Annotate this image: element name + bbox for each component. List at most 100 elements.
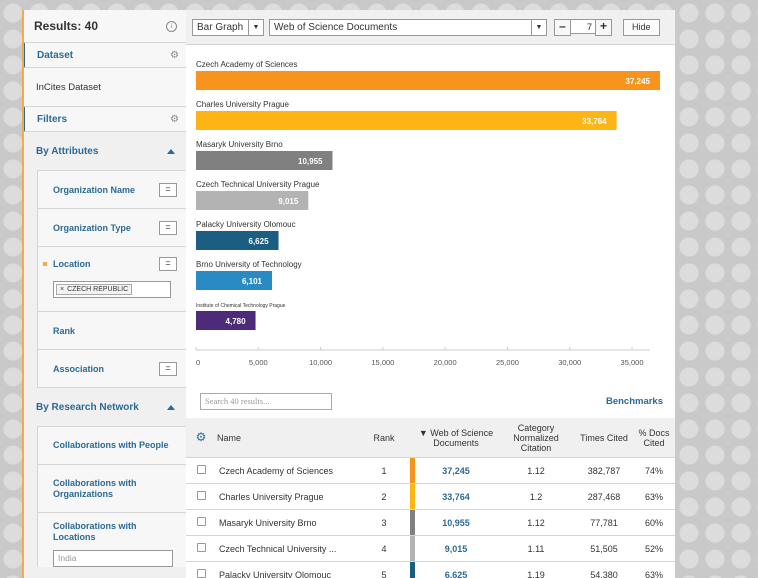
row-color-swatch: [410, 561, 415, 578]
collab-organizations[interactable]: Collaborations with Organizations: [38, 465, 187, 513]
row-checkbox[interactable]: [196, 491, 206, 500]
equals-button[interactable]: =: [159, 220, 177, 235]
network-list: Collaborations with People Collaboration…: [37, 426, 187, 567]
col-wos-docs-header[interactable]: ▼ Web of Science Documents: [415, 418, 497, 458]
row-name[interactable]: Czech Academy of Sciences: [216, 457, 358, 484]
bar[interactable]: [196, 311, 256, 330]
table-row[interactable]: Palacky University Olomouc 5 6,625 1.19 54,3…: [186, 561, 675, 578]
hide-button[interactable]: Hide: [623, 18, 660, 36]
collab-people[interactable]: Collaborations with People: [38, 427, 187, 465]
location-tag[interactable]: × CZECH REPUBLIC: [56, 284, 133, 295]
chart-type-select[interactable]: Bar Graph ▼: [192, 18, 264, 36]
table-row[interactable]: Czech Academy of Sciences 1 37,245 1.12 382,…: [186, 457, 675, 484]
row-checkbox-cell: [186, 535, 216, 562]
filters-gear-icon[interactable]: ⚙: [170, 113, 179, 125]
remove-tag-icon[interactable]: ×: [60, 286, 65, 293]
results-count: Results: 40: [34, 19, 99, 33]
search-input[interactable]: Search 40 results...: [200, 392, 332, 410]
stepper-value[interactable]: 7: [571, 18, 595, 34]
bar-category-label: Charles University Prague: [196, 100, 289, 109]
row-wos-docs[interactable]: 33,764: [415, 483, 497, 510]
dataset-value[interactable]: InCites Dataset: [24, 68, 187, 107]
by-attributes-header[interactable]: By Attributes: [24, 132, 187, 170]
row-rank: 1: [358, 457, 410, 484]
bar-value-label: 33,764: [582, 117, 607, 126]
col-name-header[interactable]: Name: [216, 418, 358, 458]
bar-chart: Czech Academy of Sciences 37,245 Charles U…: [186, 55, 675, 375]
location-input[interactable]: × CZECH REPUBLIC: [53, 281, 171, 298]
col-rank-header[interactable]: Rank: [358, 418, 410, 458]
bar-category-label: Institute of Chemical Technology Prague: [196, 303, 286, 309]
row-pct-docs-cited: 60%: [633, 509, 675, 536]
row-wos-docs[interactable]: 37,245: [415, 457, 497, 484]
table-settings[interactable]: ⚙: [186, 418, 216, 458]
row-cnci: 1.19: [497, 561, 575, 578]
equals-button[interactable]: =: [159, 182, 177, 197]
filter-location[interactable]: Location = × CZECH REPUBLIC: [38, 247, 187, 312]
row-rank: 3: [358, 509, 410, 536]
table-row[interactable]: Czech Technical University ... 4 9,015 1.11…: [186, 535, 675, 562]
row-checkbox[interactable]: [196, 517, 206, 526]
benchmarks-link[interactable]: Benchmarks: [605, 395, 663, 407]
row-name[interactable]: Masaryk University Brno: [216, 509, 358, 536]
dataset-header[interactable]: Dataset ⚙: [24, 43, 187, 68]
row-pct-docs-cited: 74%: [633, 457, 675, 484]
filters-header[interactable]: Filters ⚙: [24, 107, 187, 132]
search-row: Search 40 results... Benchmarks: [186, 385, 675, 417]
filter-association[interactable]: Association =: [38, 350, 187, 388]
x-tick-label: 5,000: [249, 358, 268, 367]
bar[interactable]: [196, 191, 309, 210]
row-wos-docs[interactable]: 6,625: [415, 561, 497, 578]
bar[interactable]: [196, 231, 279, 250]
chevron-down-icon[interactable]: ▼: [531, 19, 546, 35]
bar[interactable]: [196, 71, 660, 90]
decrement-button[interactable]: –: [554, 18, 571, 36]
network-label: Collaborations with Locations: [53, 520, 137, 542]
row-name[interactable]: Palacky University Olomouc: [216, 561, 358, 578]
row-checkbox[interactable]: [196, 543, 206, 552]
dataset-label: Dataset: [37, 49, 74, 61]
dataset-gear-icon[interactable]: ⚙: [170, 49, 179, 61]
equals-button[interactable]: =: [159, 361, 177, 376]
results-header: Results: 40 i: [24, 10, 187, 43]
count-stepper[interactable]: – 7 +: [554, 18, 612, 36]
bar-category-label: Brno University of Technology: [196, 260, 302, 269]
bar[interactable]: [196, 271, 273, 290]
row-checkbox[interactable]: [196, 465, 206, 474]
color-col-header: [410, 418, 415, 458]
chart-type-value: Bar Graph: [197, 21, 244, 33]
filter-rank[interactable]: Rank: [38, 312, 187, 350]
table-row[interactable]: Charles University Prague 2 33,764 1.2 287,4…: [186, 483, 675, 510]
collab-locations[interactable]: Collaborations with Locations: [38, 513, 187, 550]
x-tick-label: 30,000: [558, 358, 581, 367]
row-name[interactable]: Charles University Prague: [216, 483, 358, 510]
table-row[interactable]: Masaryk University Brno 3 10,955 1.12 77,781…: [186, 509, 675, 536]
row-wos-docs[interactable]: 9,015: [415, 535, 497, 562]
bar-category-label: Masaryk University Brno: [196, 140, 283, 149]
collab-locations-input[interactable]: India: [53, 550, 173, 567]
row-checkbox[interactable]: [196, 569, 206, 578]
row-times-cited: 382,787: [575, 457, 633, 484]
row-wos-docs[interactable]: 10,955: [415, 509, 497, 536]
metric-select[interactable]: Web of Science Documents ▼: [269, 18, 547, 36]
collapse-up-icon[interactable]: [167, 404, 175, 410]
col-cnci-header[interactable]: Category Normalized Citation: [497, 418, 575, 458]
increment-button[interactable]: +: [595, 18, 612, 36]
col-pct-docs-cited-header[interactable]: % Docs Cited: [633, 418, 675, 458]
main-panel: Bar Graph ▼ Web of Science Documents ▼ –…: [186, 10, 675, 578]
bar[interactable]: [196, 111, 617, 130]
row-checkbox-cell: [186, 561, 216, 578]
row-name[interactable]: Czech Technical University ...: [216, 535, 358, 562]
filter-organization-name[interactable]: Organization Name =: [38, 171, 187, 209]
collapse-up-icon[interactable]: [167, 148, 175, 154]
info-icon[interactable]: i: [166, 20, 177, 32]
bar[interactable]: [196, 151, 333, 170]
chevron-down-icon[interactable]: ▼: [248, 19, 263, 35]
col-times-cited-header[interactable]: Times Cited: [575, 418, 633, 458]
row-rank: 4: [358, 535, 410, 562]
filter-label: Location: [53, 259, 91, 269]
table-gear-icon[interactable]: ⚙: [195, 430, 207, 444]
equals-button[interactable]: =: [159, 257, 177, 271]
filter-organization-type[interactable]: Organization Type =: [38, 209, 187, 247]
by-research-network-header[interactable]: By Research Network: [24, 388, 187, 426]
